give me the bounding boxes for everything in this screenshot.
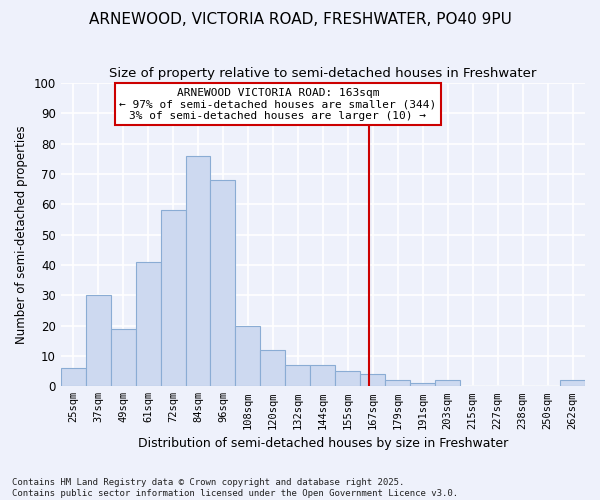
Bar [435, 380, 460, 386]
Bar [560, 380, 585, 386]
X-axis label: Distribution of semi-detached houses by size in Freshwater: Distribution of semi-detached houses by … [138, 437, 508, 450]
Bar [86, 296, 110, 386]
Bar [136, 262, 161, 386]
Bar [385, 380, 410, 386]
Bar [286, 365, 310, 386]
Bar [310, 365, 335, 386]
Bar [360, 374, 385, 386]
Bar [410, 384, 435, 386]
Bar [235, 326, 260, 386]
Bar [260, 350, 286, 387]
Bar [161, 210, 185, 386]
Bar [110, 328, 136, 386]
Text: Contains HM Land Registry data © Crown copyright and database right 2025.
Contai: Contains HM Land Registry data © Crown c… [12, 478, 458, 498]
Bar [211, 180, 235, 386]
Bar [61, 368, 86, 386]
Bar [185, 156, 211, 386]
Y-axis label: Number of semi-detached properties: Number of semi-detached properties [15, 126, 28, 344]
Text: ARNEWOOD, VICTORIA ROAD, FRESHWATER, PO40 9PU: ARNEWOOD, VICTORIA ROAD, FRESHWATER, PO4… [89, 12, 511, 28]
Title: Size of property relative to semi-detached houses in Freshwater: Size of property relative to semi-detach… [109, 68, 536, 80]
Bar [335, 371, 360, 386]
Text: ARNEWOOD VICTORIA ROAD: 163sqm
← 97% of semi-detached houses are smaller (344)
3: ARNEWOOD VICTORIA ROAD: 163sqm ← 97% of … [119, 88, 437, 121]
